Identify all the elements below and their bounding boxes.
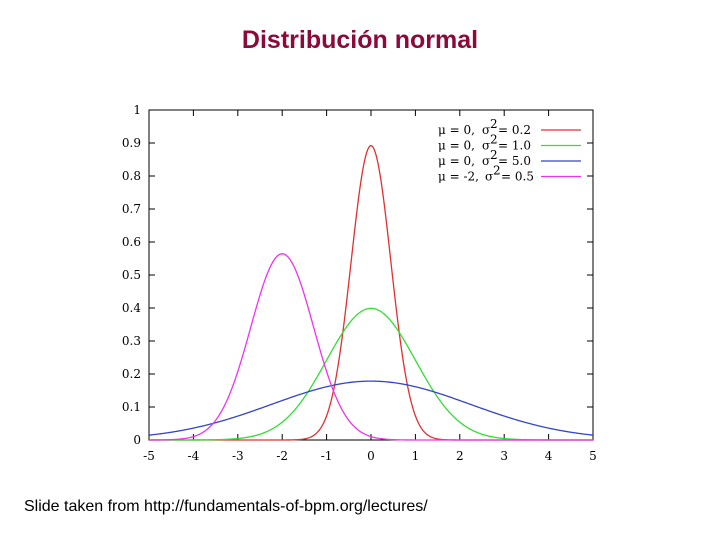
x-tick-label: -3 — [232, 449, 244, 463]
y-tick-label: 0.1 — [122, 400, 141, 414]
y-tick-label: 0.3 — [122, 334, 141, 348]
x-tick-label: 2 — [456, 449, 464, 463]
legend-entry-3: μ = -2, σ 2 = 0.5 — [438, 164, 581, 184]
legend-variance-label: = 0.5 — [501, 170, 534, 184]
sigma-symbol: σ — [482, 123, 490, 137]
series-line-3 — [148, 253, 593, 441]
squared-superscript: 2 — [490, 117, 498, 131]
pdf-curves — [148, 144, 594, 441]
sigma-symbol: σ — [482, 154, 490, 168]
squared-superscript: 2 — [490, 133, 498, 147]
chart-legend: μ = 0, σ 2 = 0.2μ = 0, σ 2 = 1.0μ = 0, σ 2 = 5.0μ… — [438, 117, 581, 184]
legend-variance-label: = 1.0 — [498, 139, 531, 153]
legend-mu-label: μ = -2, — [438, 170, 479, 184]
x-tick-label: 1 — [412, 449, 420, 463]
legend-entry-2: μ = 0, σ 2 = 5.0 — [438, 148, 581, 168]
series-line-0 — [149, 144, 593, 441]
sigma-symbol: σ — [482, 139, 490, 153]
slide-title: Distribución normal — [241, 26, 479, 54]
legend-mu-label: μ = 0, — [438, 154, 475, 168]
x-tick-label: 3 — [500, 449, 508, 463]
y-tick-label: 0.6 — [122, 235, 141, 249]
axis-ticks: -5 -4 -3 -2 -1 0 1 2 3 4 5 0 0.1 0.2 0.3 0.4 0.5 0.6 0.7 0.… — [122, 103, 597, 463]
x-tick-label: 0 — [367, 449, 375, 463]
squared-superscript: 2 — [493, 164, 501, 178]
sigma-symbol: σ — [485, 170, 493, 184]
x-tick-label: -4 — [188, 449, 200, 463]
y-tick-label: 1 — [133, 103, 141, 117]
legend-entry-1: μ = 0, σ 2 = 1.0 — [438, 133, 581, 153]
legend-mu-label: μ = 0, — [438, 139, 475, 153]
source-credit: Slide taken from http://fundamentals-of-… — [24, 498, 428, 515]
y-tick-label: 0.9 — [122, 136, 141, 150]
x-tick-label: -1 — [321, 449, 333, 463]
x-tick-label: -5 — [143, 449, 155, 463]
squared-superscript: 2 — [490, 148, 498, 162]
legend-entry-0: μ = 0, σ 2 = 0.2 — [438, 117, 581, 137]
y-tick-label: 0.5 — [122, 268, 141, 282]
legend-mu-label: μ = 0, — [438, 123, 475, 137]
x-tick-label: 5 — [589, 449, 597, 463]
y-tick-label: 0.4 — [122, 301, 141, 315]
legend-variance-label: = 5.0 — [498, 154, 531, 168]
y-tick-label: 0 — [133, 433, 141, 447]
x-tick-label: -2 — [276, 449, 288, 463]
x-tick-label: 4 — [545, 449, 553, 463]
series-line-2 — [148, 380, 594, 436]
legend-variance-label: = 0.2 — [498, 123, 531, 137]
y-tick-label: 0.2 — [122, 367, 141, 381]
y-tick-label: 0.8 — [122, 169, 141, 183]
y-tick-label: 0.7 — [122, 202, 141, 216]
